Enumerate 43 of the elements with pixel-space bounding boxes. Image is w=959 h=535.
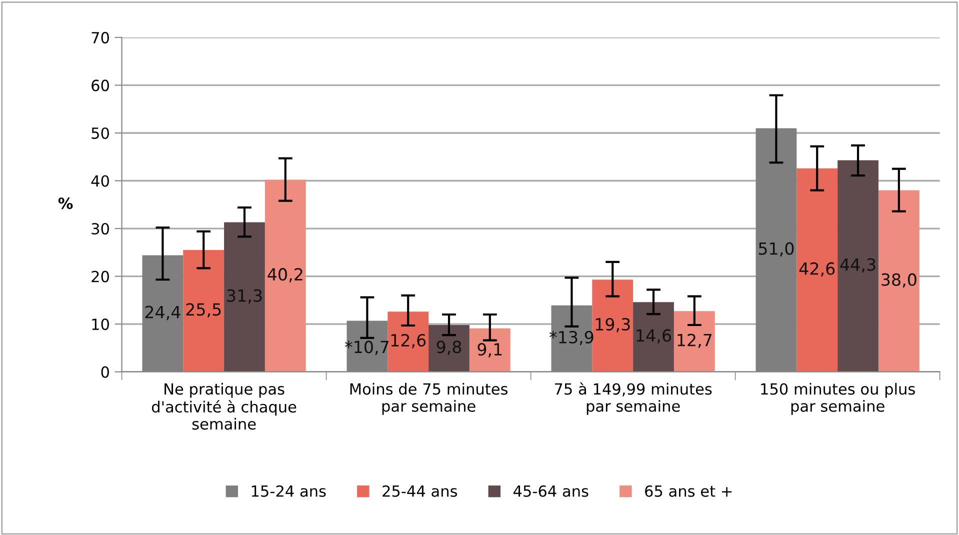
data-label: 38,0 bbox=[882, 273, 916, 288]
data-label: 40,2 bbox=[268, 268, 302, 282]
y-tick-label: 20 bbox=[92, 270, 109, 282]
legend-label: 25-44 ans bbox=[382, 485, 458, 497]
data-label: 24,4 bbox=[145, 306, 180, 320]
y-tick-label: 0 bbox=[101, 366, 109, 378]
y-tick-label: 40 bbox=[91, 175, 109, 187]
data-label: 31,3 bbox=[227, 289, 262, 304]
bar bbox=[264, 180, 306, 372]
x-tick-label: Moins de 75 minutes par semaine bbox=[350, 382, 508, 415]
data-label: 44,3 bbox=[840, 258, 876, 273]
x-tick-label: 75 à 149,99 minutes par semaine bbox=[554, 382, 712, 415]
bar bbox=[633, 302, 674, 372]
y-tick-label: 10 bbox=[92, 318, 109, 330]
bar bbox=[674, 311, 715, 372]
legend-label: 15-24 ans bbox=[252, 485, 326, 497]
y-axis-title: % bbox=[58, 198, 73, 210]
data-label: 9,1 bbox=[478, 343, 502, 358]
data-label: 14,6 bbox=[636, 329, 672, 344]
x-tick-label: 150 minutes ou plus par semaine bbox=[761, 382, 915, 415]
bar bbox=[224, 222, 265, 372]
data-label: 9,8 bbox=[436, 340, 462, 355]
data-label: 51,0 bbox=[758, 242, 794, 257]
data-label: 12,7 bbox=[678, 334, 712, 348]
bar bbox=[592, 280, 634, 372]
y-tick-label: 50 bbox=[92, 127, 109, 140]
data-label: 19,3 bbox=[596, 318, 630, 332]
bar bbox=[183, 250, 224, 372]
bar bbox=[796, 168, 838, 372]
bar bbox=[428, 325, 470, 372]
y-tick-label: 30 bbox=[92, 222, 109, 235]
bar bbox=[388, 312, 429, 372]
legend-label: 45-64 ans bbox=[513, 485, 588, 497]
data-label: 12,6 bbox=[391, 334, 426, 348]
bar bbox=[469, 328, 510, 372]
data-label: 25,5 bbox=[186, 303, 221, 318]
bar bbox=[838, 160, 878, 372]
y-tick-label: 70 bbox=[92, 32, 109, 44]
legend-label: 65 ans et + bbox=[645, 485, 732, 497]
bar bbox=[878, 190, 920, 372]
y-tick-label: 60 bbox=[92, 80, 109, 92]
data-label: 42,6 bbox=[799, 262, 835, 277]
x-tick-label: Ne pratique pas d'activité à chaque semaine bbox=[152, 382, 296, 430]
